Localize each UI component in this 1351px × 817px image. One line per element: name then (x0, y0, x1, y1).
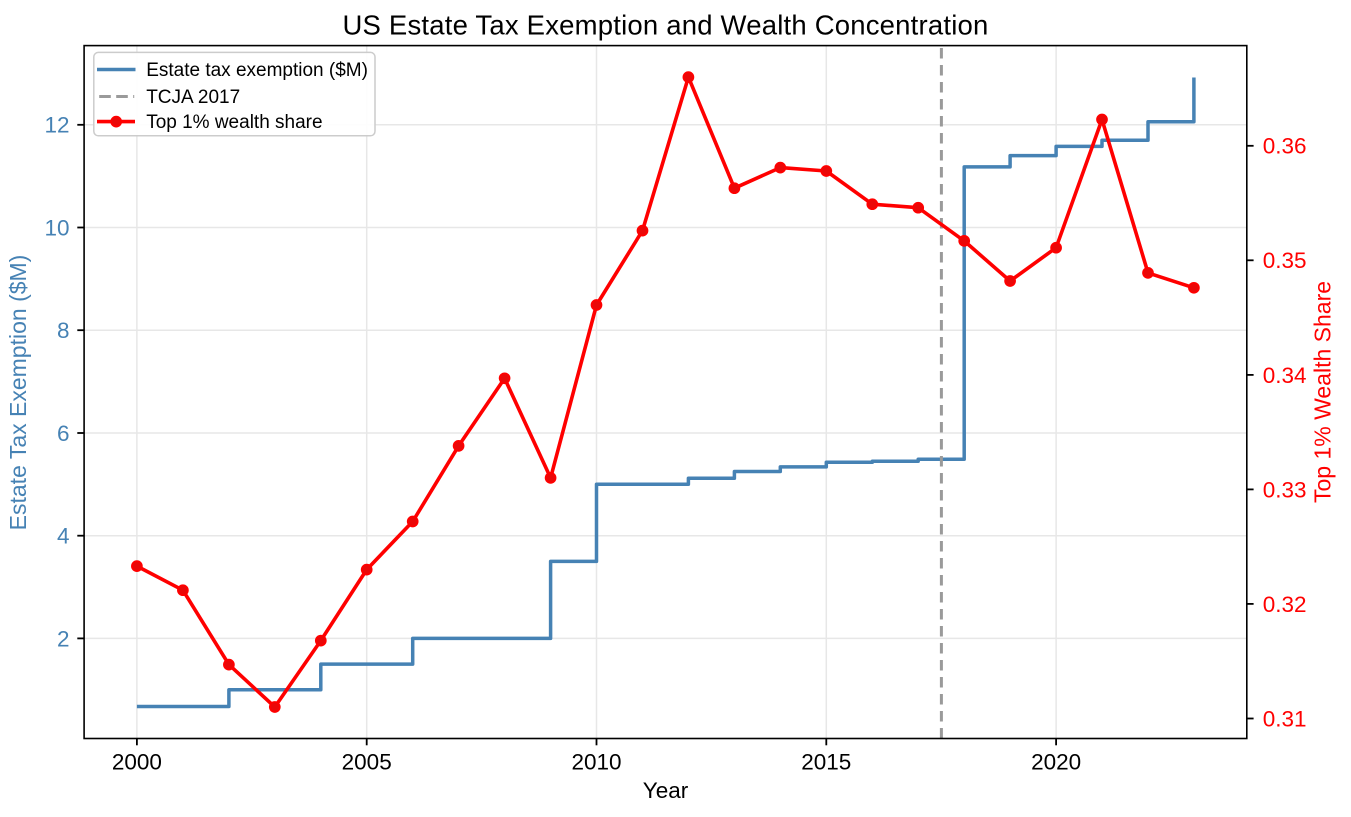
svg-text:0.31: 0.31 (1263, 706, 1307, 731)
svg-text:2020: 2020 (1031, 750, 1081, 775)
svg-text:10: 10 (44, 215, 69, 240)
svg-text:12: 12 (44, 113, 69, 138)
svg-text:0.35: 0.35 (1263, 248, 1307, 273)
svg-text:2010: 2010 (571, 750, 621, 775)
svg-text:4: 4 (57, 524, 70, 549)
svg-text:0.36: 0.36 (1263, 134, 1307, 159)
svg-text:Estate Tax Exemption ($M): Estate Tax Exemption ($M) (5, 255, 31, 531)
svg-text:Estate tax exemption ($M): Estate tax exemption ($M) (146, 60, 368, 81)
svg-text:2: 2 (57, 626, 70, 651)
svg-text:2000: 2000 (112, 750, 162, 775)
svg-text:2005: 2005 (342, 750, 392, 775)
svg-text:2015: 2015 (801, 750, 851, 775)
svg-text:Top 1% wealth share: Top 1% wealth share (146, 112, 322, 133)
svg-text:0.34: 0.34 (1263, 363, 1307, 388)
svg-text:US Estate Tax Exemption and We: US Estate Tax Exemption and Wealth Conce… (342, 10, 988, 41)
svg-text:Year: Year (643, 778, 689, 803)
svg-text:0.32: 0.32 (1263, 592, 1307, 617)
svg-text:TCJA 2017: TCJA 2017 (146, 87, 240, 108)
svg-text:0.33: 0.33 (1263, 477, 1307, 502)
svg-text:Top 1% Wealth Share: Top 1% Wealth Share (1309, 281, 1335, 503)
svg-text:6: 6 (57, 421, 70, 446)
svg-text:8: 8 (57, 318, 70, 343)
